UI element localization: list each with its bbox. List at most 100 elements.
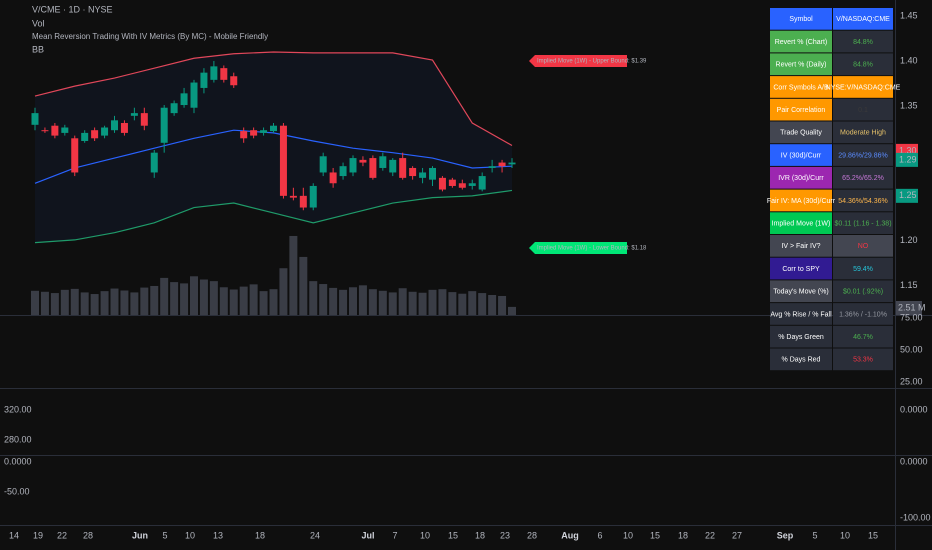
band-line: [34, 51, 513, 147]
candle-body: [349, 158, 357, 173]
table-label-cell: [770, 303, 832, 325]
candle-body: [508, 162, 516, 165]
candle-body: [150, 152, 158, 173]
candle-body: [210, 66, 218, 80]
volume-bar: [239, 286, 248, 315]
table-label: IVR (30d)/Curr: [778, 175, 824, 182]
volume-bar: [319, 284, 328, 315]
table-label: Revert % (Chart): [775, 39, 828, 46]
table-value-cell: [833, 257, 893, 280]
table-label-cell: [770, 76, 832, 98]
date-label: 10: [840, 530, 850, 540]
volume-bar: [199, 279, 208, 315]
candle-body: [458, 183, 466, 188]
volume-bar: [100, 291, 109, 315]
candle-body: [31, 113, 39, 125]
table-label-cell: [770, 98, 832, 121]
candle-body: [270, 125, 277, 132]
y-tick-label: 1.45: [900, 10, 918, 20]
panel-right-label: 75.00: [900, 312, 923, 322]
candle-body: [61, 127, 69, 133]
candle-body: [101, 127, 109, 136]
price-tag-label: 1.30: [899, 145, 917, 155]
table-value: 65.2%/65.2%: [842, 175, 884, 182]
table-value: 46.7%: [853, 334, 873, 341]
candle-body: [250, 130, 258, 136]
date-label: 18: [255, 530, 265, 540]
volume-bar: [209, 281, 218, 315]
table-value-cell: [833, 98, 893, 121]
table-label-cell: [770, 325, 832, 348]
date-label: 28: [83, 530, 93, 540]
table-label: IV (30d)/Curr: [781, 152, 822, 159]
volume-bar: [458, 293, 467, 315]
candle-body: [160, 107, 168, 143]
indicator-label: Mean Reversion Trading With IV Metrics (…: [32, 32, 268, 41]
candle-body: [230, 76, 238, 86]
volume-bar: [130, 292, 139, 315]
volume-bar: [349, 287, 357, 315]
volume-bar: [448, 292, 457, 315]
table-label-cell: [770, 53, 832, 76]
table-value: 29.86%/29.86%: [838, 152, 887, 159]
volume-bar: [299, 256, 308, 315]
table-value-cell: [833, 121, 893, 144]
date-label: Sep: [777, 530, 794, 540]
panel-right-label: 0.0000: [900, 404, 928, 414]
table-value-cell: [833, 144, 893, 166]
table-label-cell: [770, 30, 832, 53]
vol-label: Vol: [32, 18, 45, 28]
table-label-cell: [770, 144, 832, 166]
candle-body: [220, 68, 228, 80]
volume-bar: [468, 291, 477, 315]
date-label: 15: [448, 530, 458, 540]
table-value-cell: [833, 235, 893, 257]
date-label: 7: [392, 530, 397, 540]
date-label: 6: [597, 530, 602, 540]
table-value: 1.36% / -1.10%: [839, 311, 887, 318]
table-label-cell: [770, 280, 832, 303]
table-label-cell: [770, 212, 832, 234]
date-label: 15: [868, 530, 878, 540]
candle-body: [329, 172, 337, 184]
table-value: $0.11 (1.16 - 1.38): [834, 220, 891, 227]
panel-right-label: 50.00: [900, 344, 923, 354]
candle-body: [41, 130, 49, 132]
candle-body: [71, 138, 79, 173]
panel-left-label: -50.00: [4, 486, 30, 496]
date-label: 10: [185, 530, 195, 540]
table-label-cell: [770, 166, 832, 189]
volume-bar: [140, 287, 149, 315]
candle-body: [299, 195, 307, 208]
candle-body: [200, 72, 208, 88]
volume-bar: [368, 289, 377, 315]
volume-bar: [249, 284, 258, 315]
volume-bar: [438, 289, 447, 315]
bb-label: BB: [32, 44, 44, 54]
date-label: 5: [812, 530, 817, 540]
price-tag: [896, 152, 918, 167]
panel-right-label: 0.0000: [900, 456, 928, 466]
volume-bar: [219, 287, 228, 315]
volume-bar: [269, 289, 278, 315]
volume-bar: [60, 289, 69, 315]
candle-body: [111, 120, 118, 131]
table-value: NYSE:V/NASDAQ:CME: [826, 84, 901, 91]
band-line: [34, 189, 513, 244]
table-label: Implied Move (1W): [772, 220, 831, 227]
candle-body: [260, 130, 268, 133]
candle-body: [240, 131, 248, 139]
date-label: 18: [678, 530, 688, 540]
panel-left-label: 280.00: [4, 434, 32, 444]
volume-bar: [190, 276, 198, 315]
table-label: Symbol: [789, 16, 813, 23]
date-label: 10: [420, 530, 430, 540]
candle-body: [488, 166, 496, 168]
volume-bar: [170, 282, 179, 315]
table-label-cell: [770, 121, 832, 144]
table-value-cell: [833, 30, 893, 53]
candle-body: [309, 185, 317, 208]
date-label: 28: [527, 530, 537, 540]
candle-body: [419, 172, 427, 178]
volume-bar: [150, 285, 159, 315]
